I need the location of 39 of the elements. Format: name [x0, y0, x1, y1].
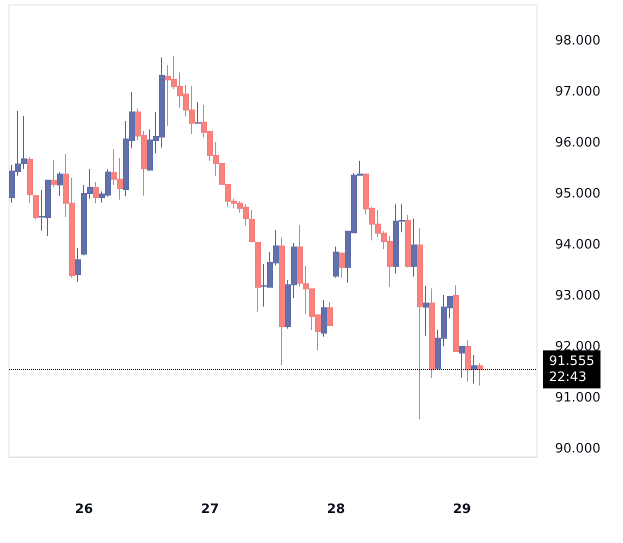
x-tick-label: 29	[452, 502, 472, 517]
candlestick	[453, 284, 459, 352]
candlestick	[333, 246, 339, 278]
candlestick	[405, 214, 411, 268]
candlestick	[27, 156, 33, 204]
candlestick	[249, 209, 255, 243]
candlestick	[321, 300, 327, 338]
candlestick	[33, 195, 39, 220]
x-tick-label: 27	[200, 502, 220, 517]
candlestick	[51, 159, 57, 188]
candlestick	[423, 285, 429, 336]
y-tick-label: 93.000	[555, 288, 600, 304]
candlestick	[471, 354, 477, 384]
y-tick-label: 96.000	[555, 136, 600, 151]
candlestick	[57, 172, 63, 197]
candlestick	[75, 248, 81, 282]
candlestick	[195, 102, 201, 124]
y-tick-label: 90.000	[555, 441, 600, 456]
y-tick-label: 92.000	[555, 339, 600, 354]
candlestick	[459, 346, 465, 378]
candlestick	[429, 288, 435, 379]
x-tick-label: 26	[74, 502, 94, 517]
candlestick	[255, 242, 261, 312]
ref-line-label: 91.555	[549, 354, 594, 369]
candlestick	[477, 362, 483, 386]
x-tick-label: 28	[326, 502, 346, 517]
candlestick	[327, 302, 333, 326]
candlestick	[465, 340, 471, 382]
y-tick-label: 94.000	[555, 238, 600, 253]
candlestick	[339, 252, 345, 278]
y-tick-label: 98.000	[555, 34, 600, 49]
candlestick	[411, 218, 417, 278]
candlestick	[93, 181, 99, 204]
y-tick-label: 97.000	[555, 84, 600, 100]
candlestick	[417, 228, 423, 420]
y-tick-label: 95.000	[555, 186, 600, 202]
candlestick	[279, 236, 285, 366]
y-tick-label: 91.000	[555, 390, 600, 406]
text: 22:43	[549, 370, 586, 385]
